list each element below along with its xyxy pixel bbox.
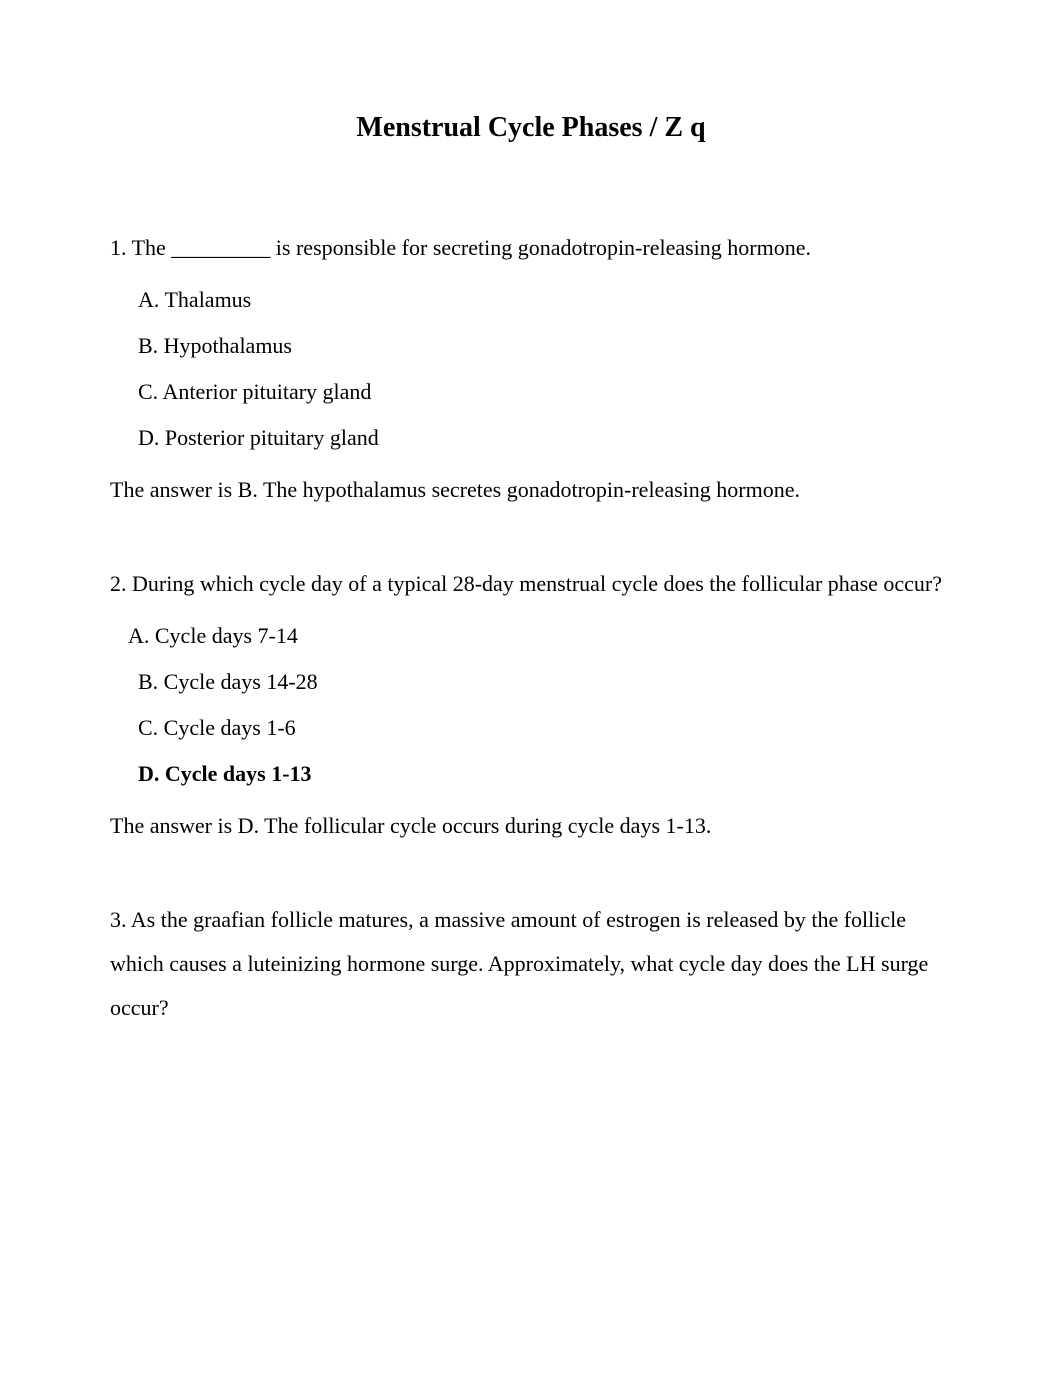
- question-option: C. Anterior pituitary gland: [110, 370, 952, 414]
- question-option: A. Cycle days 7-14: [110, 614, 952, 658]
- question-option: B. Cycle days 14-28: [110, 660, 952, 704]
- question-block-3: 3. As the graafian follicle matures, a m…: [110, 898, 952, 1030]
- question-stem: 3. As the graafian follicle matures, a m…: [110, 898, 952, 1030]
- question-block-1: 1. The _________ is responsible for secr…: [110, 226, 952, 512]
- page-title: Menstrual Cycle Phases / Z q: [110, 100, 952, 156]
- question-option: D. Posterior pituitary gland: [110, 416, 952, 460]
- question-option: A. Thalamus: [110, 278, 952, 322]
- question-stem: 1. The _________ is responsible for secr…: [110, 226, 952, 270]
- question-block-2: 2. During which cycle day of a typical 2…: [110, 562, 952, 848]
- answer-text: The answer is D. The follicular cycle oc…: [110, 804, 952, 848]
- question-option: B. Hypothalamus: [110, 324, 952, 368]
- question-option: C. Cycle days 1-6: [110, 706, 952, 750]
- answer-text: The answer is B. The hypothalamus secret…: [110, 468, 952, 512]
- question-option-correct: D. Cycle days 1-13: [110, 752, 952, 796]
- question-stem: 2. During which cycle day of a typical 2…: [110, 562, 952, 606]
